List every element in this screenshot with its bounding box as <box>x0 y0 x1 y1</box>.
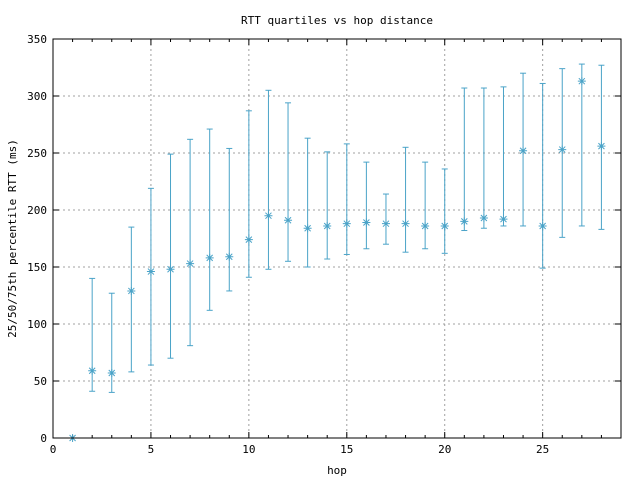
data-point <box>401 146 410 253</box>
grid <box>53 39 621 438</box>
chart-title: RTT quartiles vs hop distance <box>241 14 433 27</box>
data-point <box>88 277 97 392</box>
data-marks <box>68 63 606 442</box>
median-marker <box>381 219 390 228</box>
median-marker <box>597 142 606 151</box>
x-axis-label: hop <box>327 464 347 477</box>
y-tick-label: 350 <box>27 33 47 46</box>
median-marker <box>186 259 195 268</box>
x-tick-label: 5 <box>148 443 155 456</box>
y-axis-label: 25/50/75th percentile RTT (ms) <box>6 139 19 338</box>
median-marker <box>146 267 155 276</box>
data-point <box>519 72 528 227</box>
ticks <box>52 38 621 439</box>
median-marker <box>284 216 293 225</box>
data-point <box>342 143 351 255</box>
data-point <box>225 147 234 292</box>
median-marker <box>401 219 410 228</box>
median-marker <box>460 217 469 226</box>
data-point <box>186 138 195 347</box>
y-tick-label: 150 <box>27 261 47 274</box>
x-tick-label: 25 <box>536 443 549 456</box>
x-tick-label: 15 <box>340 443 353 456</box>
y-tick-label: 50 <box>34 375 47 388</box>
median-marker <box>303 224 312 233</box>
y-tick-label: 200 <box>27 204 47 217</box>
data-point <box>381 193 390 245</box>
data-point <box>107 292 116 393</box>
data-point <box>597 64 606 230</box>
tick-labels: 0 50 100 150 200 250 300 350 0 5 10 15 20 25 <box>27 33 549 456</box>
data-point <box>303 137 312 268</box>
data-point <box>323 151 332 260</box>
median-marker <box>362 218 371 227</box>
median-marker <box>264 211 273 220</box>
median-marker <box>519 146 528 155</box>
y-tick-label: 100 <box>27 318 47 331</box>
median-marker <box>558 145 567 154</box>
data-point <box>460 87 469 232</box>
median-marker <box>421 221 430 230</box>
median-marker <box>479 213 488 222</box>
data-point <box>244 110 253 278</box>
median-marker <box>577 77 586 86</box>
median-marker <box>323 221 332 230</box>
data-point <box>440 168 449 254</box>
data-point <box>499 86 508 227</box>
data-point <box>127 226 136 373</box>
data-point <box>166 153 175 359</box>
plot-frame <box>52 38 622 439</box>
data-point <box>264 89 273 270</box>
median-marker <box>127 286 136 295</box>
median-marker <box>107 369 116 378</box>
y-tick-label: 300 <box>27 90 47 103</box>
x-tick-label: 10 <box>242 443 255 456</box>
x-tick-label: 0 <box>50 443 57 456</box>
data-point <box>146 187 155 366</box>
y-tick-label: 0 <box>40 432 47 445</box>
data-point <box>558 68 567 238</box>
median-marker <box>244 235 253 244</box>
median-marker <box>499 215 508 224</box>
median-marker <box>538 221 547 230</box>
data-point <box>205 128 214 311</box>
y-tick-label: 250 <box>27 147 47 160</box>
data-point <box>421 161 430 250</box>
median-marker <box>225 252 234 261</box>
median-marker <box>440 221 449 230</box>
x-tick-label: 20 <box>438 443 451 456</box>
median-marker <box>205 253 214 262</box>
median-marker <box>166 265 175 274</box>
data-point <box>577 63 586 227</box>
data-point <box>479 87 488 229</box>
data-point <box>538 82 547 269</box>
data-point <box>284 102 293 262</box>
median-marker <box>88 366 97 375</box>
median-marker <box>342 219 351 228</box>
data-point <box>362 161 371 250</box>
